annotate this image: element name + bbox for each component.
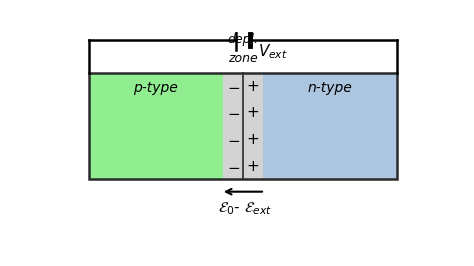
Text: $-$: $-$	[227, 105, 240, 120]
Text: $\mathcal{E}_0$- $\mathcal{E}_{ext}$: $\mathcal{E}_0$- $\mathcal{E}_{ext}$	[218, 200, 272, 217]
Text: $+$: $+$	[246, 132, 259, 147]
Bar	[89, 73, 397, 179]
Text: $+$: $+$	[246, 159, 259, 174]
Text: $-$: $-$	[227, 159, 240, 174]
Bar	[263, 73, 397, 179]
Text: depl.: depl.	[228, 33, 258, 46]
Text: p-type: p-type	[133, 81, 178, 95]
Text: $-$: $-$	[227, 132, 240, 147]
Text: $V_{ext}$: $V_{ext}$	[258, 42, 287, 61]
Text: $+$: $+$	[246, 79, 259, 94]
Text: $+$: $+$	[246, 105, 259, 120]
Text: n-type: n-type	[308, 81, 353, 95]
Bar	[89, 73, 223, 179]
Text: $-$: $-$	[227, 79, 240, 94]
Text: zone: zone	[228, 52, 258, 65]
Bar	[223, 73, 263, 179]
